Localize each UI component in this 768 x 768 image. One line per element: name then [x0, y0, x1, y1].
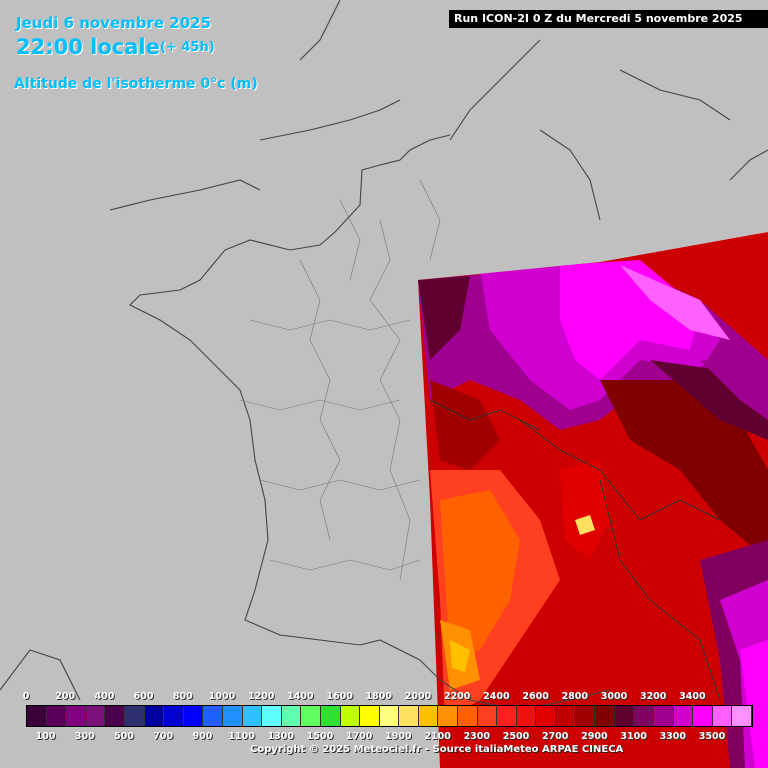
- legend-swatch: [301, 706, 321, 726]
- legend-label-lower: 1100: [228, 731, 255, 742]
- legend-swatch: [27, 706, 47, 726]
- legend-swatch: [320, 706, 341, 726]
- legend-label-upper: 2800: [561, 691, 589, 702]
- legend-swatch: [634, 706, 654, 726]
- legend-label-upper: 3000: [600, 691, 628, 702]
- legend-label-lower: 3100: [620, 731, 647, 742]
- legend-swatch: [477, 706, 498, 726]
- legend-swatch: [281, 706, 302, 726]
- legend-label-upper: 3200: [639, 691, 667, 702]
- legend-swatch: [124, 706, 145, 726]
- legend-label-lower: 3300: [659, 731, 687, 742]
- legend-swatch: [712, 706, 733, 726]
- legend-label-lower: 2500: [502, 731, 530, 742]
- run-label: Run ICON-2I 0 Z du Mercredi 5 novembre 2…: [449, 10, 768, 28]
- legend-swatch: [144, 706, 165, 726]
- copyright: Copyright © 2025 Meteociel.fr - Source i…: [250, 744, 624, 755]
- legend-swatch: [203, 706, 223, 726]
- legend-swatch: [673, 706, 694, 726]
- legend-swatch: [536, 706, 557, 726]
- coastlines: [0, 0, 768, 711]
- legend-label-upper: 1800: [365, 691, 393, 702]
- legend-swatch: [732, 706, 752, 726]
- legend-label-lower: 3500: [698, 731, 726, 742]
- legend-swatch: [516, 706, 537, 726]
- legend-label-lower: 700: [153, 731, 174, 742]
- legend-label-upper: 1400: [287, 691, 314, 702]
- legend-label-upper: 800: [172, 691, 193, 702]
- domain-borders: [429, 399, 721, 701]
- legend-swatch: [85, 706, 106, 726]
- legend-label-lower: 900: [192, 731, 213, 742]
- forecast-time: 22:00 locale: [16, 35, 160, 59]
- legend-label-lower: 100: [35, 731, 56, 742]
- legend-swatch: [66, 706, 86, 726]
- legend-label-lower: 2700: [541, 731, 569, 742]
- legend-swatch: [262, 706, 282, 726]
- legend-label-upper: 600: [133, 691, 154, 702]
- legend-label-upper: 200: [55, 691, 76, 702]
- legend-swatch: [242, 706, 263, 726]
- legend-swatch: [105, 706, 125, 726]
- legend-swatch: [438, 706, 459, 726]
- legend-swatch: [556, 706, 576, 726]
- legend-label-lower: 500: [114, 731, 134, 742]
- legend-swatch: [399, 706, 419, 726]
- legend-label-lower: 2300: [463, 731, 491, 742]
- legend-swatch: [693, 706, 713, 726]
- legend-label-lower: 2900: [581, 731, 608, 742]
- legend-label-upper: 2600: [522, 691, 549, 702]
- legend-label-upper: 2000: [404, 691, 432, 702]
- isotherm-field: [418, 232, 768, 768]
- legend-swatch: [164, 706, 184, 726]
- legend-label-upper: 2200: [443, 691, 471, 702]
- admin-borders: [239, 179, 441, 581]
- legend-swatch: [595, 706, 615, 726]
- legend-label-lower: 300: [74, 731, 95, 742]
- forecast-date: Jeudi 6 novembre 2025: [16, 14, 212, 32]
- legend-swatch: [458, 706, 478, 726]
- legend-label-lower: 1500: [306, 731, 334, 742]
- legend-label-upper: 1000: [208, 691, 236, 702]
- forecast-offset: (+ 45h): [160, 40, 215, 55]
- legend-swatch: [360, 706, 380, 726]
- legend-swatch: [654, 706, 674, 726]
- legend-label-upper: 1200: [247, 691, 275, 702]
- legend-label-lower: 1700: [345, 731, 373, 742]
- legend-swatch: [183, 706, 204, 726]
- legend-swatch: [340, 706, 361, 726]
- legend-label-upper: 1600: [326, 691, 353, 702]
- legend-label-upper: 3400: [679, 691, 706, 702]
- legend-swatch: [46, 706, 67, 726]
- legend-swatch: [575, 706, 596, 726]
- legend-label-upper: 400: [94, 691, 115, 702]
- legend-label-upper: 0: [22, 691, 30, 702]
- variable-title: Altitude de l'isotherme 0°c (m): [14, 76, 258, 92]
- legend-swatch: [222, 706, 243, 726]
- legend-swatch: [497, 706, 517, 726]
- legend-label-lower: 2100: [424, 731, 451, 742]
- legend-swatch: [379, 706, 400, 726]
- legend-label-upper: 2400: [483, 691, 510, 702]
- legend-label-lower: 1300: [267, 731, 295, 742]
- legend-swatch: [614, 706, 635, 726]
- legend-color-bar: [26, 705, 753, 727]
- legend-label-lower: 1900: [385, 731, 412, 742]
- legend-swatch: [418, 706, 439, 726]
